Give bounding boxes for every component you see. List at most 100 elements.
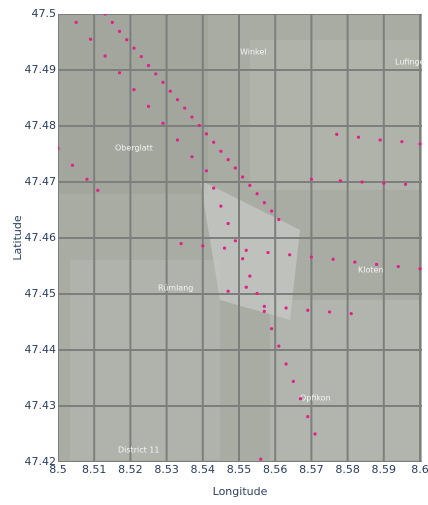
point [397,265,400,268]
map-label: District 11 [118,446,159,455]
point [85,178,88,181]
point [190,155,193,158]
point [263,201,266,204]
map-label: Oberglatt [115,144,153,153]
point [256,292,259,295]
point [328,310,331,313]
x-axis-label: Longitude [213,485,268,498]
point [132,88,135,91]
point [270,327,273,330]
x-tick-label: 8.6 [411,463,428,476]
point [154,72,157,75]
point [103,54,106,57]
point [205,132,208,135]
point [227,290,230,293]
point [404,183,407,186]
point [118,30,121,33]
point [103,12,106,15]
point [248,274,251,277]
point [350,312,353,315]
x-tick-label: 8.58 [335,463,360,476]
point [248,184,251,187]
x-tick-label: 8.59 [372,463,397,476]
point [198,124,201,127]
point [71,164,74,167]
point [176,138,179,141]
x-tick-label: 8.51 [82,463,107,476]
point [219,150,222,153]
point [310,255,313,258]
x-tick-label: 8.54 [191,463,216,476]
point [169,90,172,93]
point [266,251,269,254]
point [335,133,338,136]
x-tick-label: 8.56 [263,463,288,476]
point [284,306,287,309]
y-axis-label: Latitude [11,215,24,261]
x-tick-label: 8.53 [154,463,179,476]
point [205,169,208,172]
y-tick-label: 47.47 [25,175,57,188]
point [292,380,295,383]
y-tick-label: 47.43 [25,399,57,412]
y-tick-label: 47.45 [25,287,57,300]
point [418,142,421,145]
point [263,310,266,313]
point [212,141,215,144]
y-tick-label: 47.42 [25,455,57,468]
point [277,344,280,347]
point [179,242,182,245]
point [56,147,59,150]
point [183,106,186,109]
map-label: Winkel [240,48,267,57]
point [132,47,135,50]
y-tick-label: 47.5 [32,7,57,20]
point [418,267,421,270]
map-label: Rümlang [158,284,193,293]
y-tick-label: 47.48 [25,119,57,132]
point [270,210,273,213]
point [125,38,128,41]
point [357,136,360,139]
point [223,246,226,249]
point [118,71,121,74]
point [111,21,114,24]
point [284,362,287,365]
point [360,180,363,183]
y-tick-label: 47.44 [25,343,57,356]
point [245,286,248,289]
point [176,98,179,101]
point [161,122,164,125]
point [219,204,222,207]
x-tick-label: 8.57 [299,463,324,476]
x-tick-label: 8.52 [118,463,143,476]
point [379,138,382,141]
point [227,222,230,225]
point [241,257,244,260]
chart: 8.58.518.528.538.548.558.568.578.588.598… [0,0,428,501]
x-tick-label: 8.55 [227,463,252,476]
map-label: Opfikon [300,394,331,403]
y-tick-label: 47.46 [25,231,57,244]
point [89,38,92,41]
point [190,115,193,118]
point [241,175,244,178]
point [263,305,266,308]
point [161,81,164,84]
point [310,178,313,181]
point [234,239,237,242]
point [277,218,280,221]
point [306,415,309,418]
point [147,64,150,67]
point [339,179,342,182]
point [299,397,302,400]
point [382,182,385,185]
point [306,309,309,312]
point [140,55,143,58]
point [245,249,248,252]
point [400,140,403,143]
map-label: Kloten [358,266,384,275]
point [212,187,215,190]
y-tick-label: 47.49 [25,63,57,76]
map-label: Lufinge [395,58,425,67]
